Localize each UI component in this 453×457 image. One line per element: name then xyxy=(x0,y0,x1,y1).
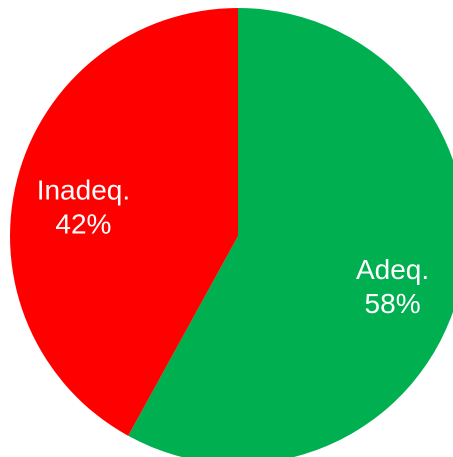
slice-value-label: 42% xyxy=(55,209,111,240)
slice-category-label: Adeq. xyxy=(356,254,429,285)
pie-slice xyxy=(128,8,453,457)
slice-value-label: 58% xyxy=(365,288,421,319)
slice-category-label: Inadeq. xyxy=(37,175,130,206)
pie-slice xyxy=(10,8,238,436)
